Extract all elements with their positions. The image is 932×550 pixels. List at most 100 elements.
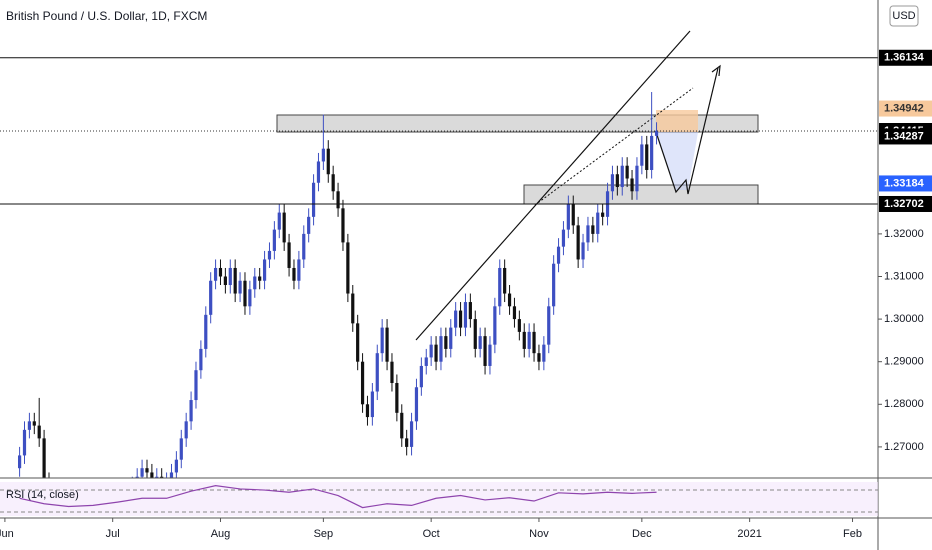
- candle-body: [414, 387, 419, 422]
- candle-body: [258, 276, 262, 281]
- candle-body: [360, 361, 365, 405]
- candle-body: [591, 225, 595, 234]
- x-tick-label: 2021: [737, 528, 761, 540]
- y-tick-label: 1.28000: [884, 398, 924, 410]
- candle-body: [458, 310, 463, 328]
- candle-body: [277, 212, 281, 230]
- candle-body: [184, 421, 188, 439]
- y-tick-label: 1.29000: [884, 356, 924, 368]
- candle-body: [517, 319, 521, 332]
- candle-body: [213, 267, 218, 281]
- x-tick-label: Oct: [423, 528, 440, 540]
- candle-body: [586, 225, 590, 243]
- candle-body: [341, 208, 345, 243]
- candle-body: [483, 336, 487, 366]
- candle-body: [625, 165, 629, 179]
- candle-body: [488, 344, 492, 366]
- price-tag-label: 1.33184: [884, 177, 925, 189]
- candle-body: [630, 178, 634, 192]
- candle-body: [316, 161, 321, 183]
- candle-body: [321, 148, 325, 162]
- candle-body: [199, 348, 203, 371]
- candle-body: [615, 174, 619, 188]
- candle-body: [297, 259, 301, 281]
- candle-body: [189, 400, 193, 422]
- candle-body: [429, 344, 433, 358]
- candle-body: [473, 319, 477, 349]
- candle-body: [272, 229, 276, 251]
- price-tag: [879, 100, 932, 117]
- candle-body: [282, 212, 286, 243]
- candle-body: [640, 144, 644, 166]
- candle-body: [253, 276, 257, 290]
- candle-body: [267, 250, 272, 260]
- candle-body: [409, 421, 414, 447]
- candle-body: [478, 336, 482, 349]
- candle-body: [375, 353, 379, 392]
- candle-body: [512, 306, 517, 320]
- resistance-zone: [276, 114, 759, 133]
- y-tick-label: 1.32000: [884, 228, 924, 240]
- candle-body: [194, 370, 198, 401]
- candle-body: [610, 174, 615, 192]
- candle-body: [498, 267, 502, 307]
- candle-body: [601, 212, 605, 217]
- candle-body: [336, 191, 340, 209]
- candle-body: [243, 280, 247, 307]
- candle-body: [405, 438, 409, 447]
- candle-body: [650, 135, 654, 170]
- x-tick-label: Jul: [106, 528, 120, 540]
- candle-body: [140, 468, 144, 477]
- candle-body: [507, 293, 512, 307]
- candle-body: [556, 246, 561, 264]
- x-tick-label: Jun: [0, 528, 14, 540]
- candle-body: [566, 204, 570, 230]
- x-tick-label: Nov: [529, 528, 549, 540]
- candle-body: [654, 130, 659, 136]
- candle-body: [135, 476, 139, 478]
- y-tick-label: 1.27000: [884, 441, 924, 453]
- candle-body: [356, 323, 360, 362]
- dotted-trend-line: [534, 87, 694, 206]
- candle-body: [635, 165, 639, 192]
- candle-body: [419, 365, 423, 388]
- candle-body: [223, 276, 227, 286]
- candle-body: [532, 331, 536, 354]
- rsi-band: [0, 482, 878, 516]
- candle-body: [22, 429, 27, 456]
- candle-body: [493, 306, 497, 345]
- candle-body: [160, 476, 164, 478]
- candle-body: [150, 472, 154, 478]
- candle-body: [434, 344, 438, 362]
- candle-body: [238, 280, 242, 294]
- target-box: [656, 110, 698, 132]
- currency-box: [889, 5, 919, 27]
- candle-body: [365, 404, 370, 418]
- candle-body: [228, 267, 232, 286]
- x-tick-label: Sep: [314, 528, 334, 540]
- main-pane: [0, 30, 878, 478]
- y-tick-label: 1.31000: [884, 270, 924, 282]
- candle-body: [155, 476, 159, 478]
- candle-body: [326, 148, 330, 175]
- candle-body: [169, 472, 174, 478]
- candle-body: [400, 412, 404, 439]
- candle-body: [287, 242, 291, 268]
- candle-body: [233, 267, 237, 294]
- candle-body: [576, 225, 580, 260]
- candle-body: [27, 421, 31, 430]
- candle-body: [537, 353, 541, 362]
- candle-body: [385, 327, 389, 362]
- candle-body: [351, 293, 355, 324]
- candle-body: [522, 331, 526, 349]
- candle-body: [179, 438, 183, 460]
- candle-body: [17, 455, 22, 469]
- x-tick-label: Feb: [843, 528, 862, 540]
- candle-body: [571, 204, 575, 226]
- candle-body: [503, 267, 507, 294]
- candle-body: [311, 182, 316, 217]
- candle-body: [32, 421, 36, 426]
- trend-line: [415, 30, 691, 341]
- candle-body: [248, 289, 252, 307]
